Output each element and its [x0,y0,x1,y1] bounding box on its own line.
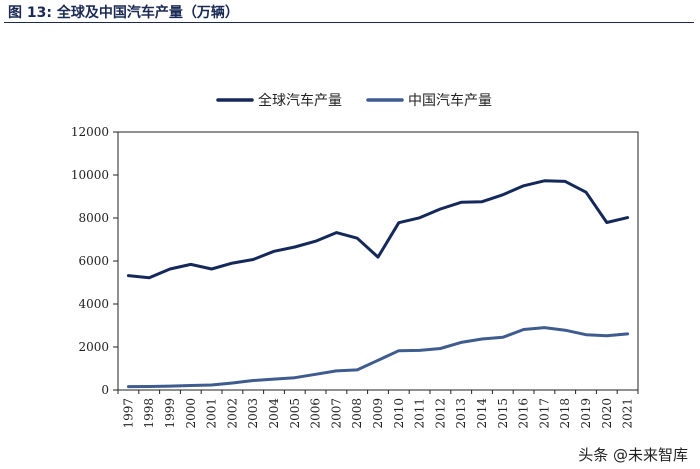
data-point [522,328,525,331]
x-tick-label: 2008 [350,398,364,429]
data-point [314,373,317,376]
x-tick-label: 2017 [537,398,551,429]
data-point [626,332,629,336]
data-point [335,369,338,373]
data-point [210,383,213,387]
x-tick-label: 2001 [205,398,219,429]
x-tick-label: 2016 [517,398,531,429]
data-point [564,329,567,332]
x-tick-label: 2011 [413,398,427,429]
series-line-1 [126,326,630,389]
watermark-text: 头条 @未来智库 [578,446,688,464]
x-tick-label: 1999 [163,398,177,429]
data-point [231,381,234,385]
data-point [293,376,296,379]
data-point [356,368,359,372]
legend-label-0: 全球汽车产量 [258,92,342,109]
x-tick-label: 2006 [309,398,323,429]
data-point [418,216,421,219]
plot-frame [117,131,639,391]
x-tick-label: 2014 [475,398,489,429]
x-tick-label: 2000 [184,398,198,429]
data-point [335,231,338,234]
data-point [252,258,255,261]
data-point [543,326,546,329]
y-tick-label: 0 [101,383,109,397]
y-tick-label: 8000 [78,211,109,225]
data-point [543,179,546,183]
data-point [252,379,255,382]
x-tick-label: 2019 [579,398,593,429]
series-line-0 [126,179,630,280]
data-point [272,377,276,381]
data-point [397,221,400,224]
x-tick-label: 2009 [371,398,385,429]
data-point [376,255,380,259]
data-point [439,207,442,211]
data-point [127,385,130,388]
data-point [168,384,172,388]
title-divider [4,22,694,23]
data-point [584,333,588,336]
x-tick-label: 1997 [121,398,135,429]
x-tick-label: 2010 [392,398,406,429]
x-tick-label: 2002 [225,398,239,429]
data-point [584,191,588,194]
x-tick-label: 2007 [329,398,343,429]
data-point [314,240,317,243]
data-point [210,267,213,271]
y-tick-label: 4000 [78,297,109,311]
watermark: 头条 @未来智库 [578,444,688,465]
x-tick-label: 2013 [454,398,468,429]
data-point [480,337,484,341]
data-point [397,349,400,352]
data-point [148,385,151,388]
data-point [564,180,567,183]
data-point [605,221,608,224]
y-tick-label: 6000 [78,254,109,268]
x-tick-label: 2004 [267,398,281,429]
data-point [501,193,504,196]
y-tick-label: 2000 [78,340,109,354]
data-point [460,341,463,344]
data-point [480,200,484,203]
data-point [376,359,380,362]
data-point [439,347,442,350]
data-point [168,267,172,271]
x-tick-label: 2005 [288,398,302,429]
legend-label-1: 中国汽车产量 [408,92,492,109]
x-tick-label: 1998 [142,398,156,429]
figure-title: 图 13: 全球及中国汽车产量（万辆） [8,5,239,21]
x-tick-label: 2020 [600,398,614,429]
x-tick-label: 2003 [246,398,260,429]
data-point [231,261,234,265]
data-point [189,263,192,266]
data-point [522,184,525,187]
y-tick-label: 12000 [71,125,109,139]
x-tick-label: 2012 [433,398,447,429]
data-point [272,250,276,253]
y-tick-label: 10000 [71,168,109,182]
data-point [626,216,629,219]
data-point [460,201,463,204]
data-point [148,276,151,279]
x-tick-label: 2015 [496,398,510,429]
x-tick-label: 2018 [558,398,572,429]
data-point [293,245,296,249]
x-tick-label: 2021 [621,398,635,429]
data-point [189,384,192,387]
data-point [501,336,504,339]
data-point [605,334,608,337]
data-point [418,349,421,352]
data-point [127,274,130,277]
data-point [356,237,359,240]
